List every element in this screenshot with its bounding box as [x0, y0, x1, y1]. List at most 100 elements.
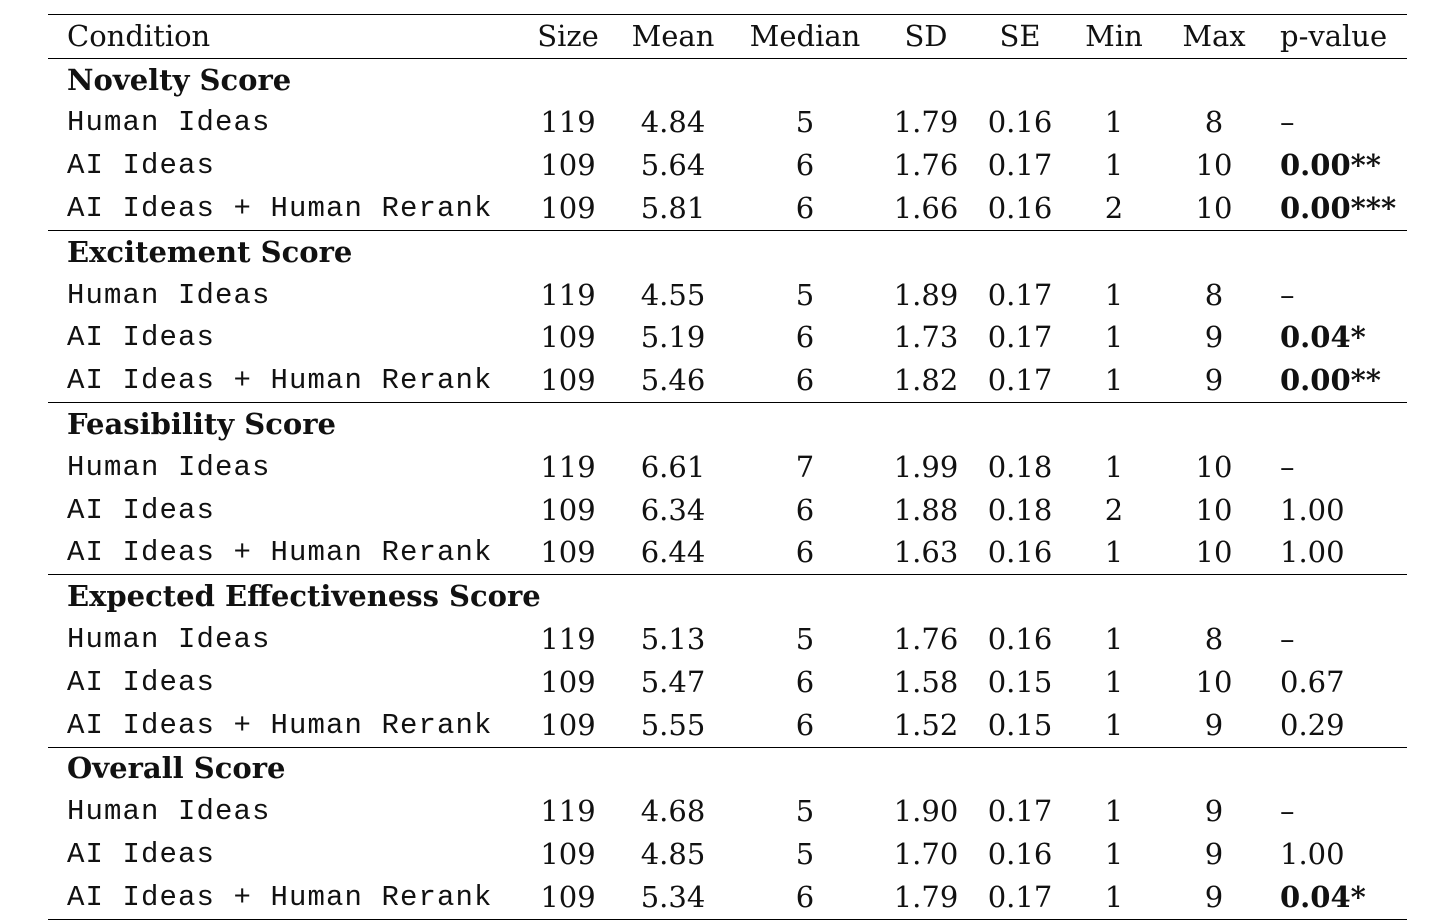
- max-cell: 9: [1204, 794, 1224, 829]
- median-cell: 6: [795, 879, 815, 914]
- section-header-row: Overall Score: [48, 747, 1407, 790]
- condition-cell: AI Ideas: [67, 321, 216, 355]
- results-table: Condition Size Mean Median SD SE Min Max…: [48, 14, 1407, 920]
- max-cell: 8: [1204, 277, 1224, 312]
- se-cell: 0.17: [987, 320, 1053, 355]
- table-row: AI Ideas 109 5.47 6 1.58 0.15 1 10 0.67: [48, 661, 1407, 704]
- condition-cell: AI Ideas + Human Rerank: [67, 192, 493, 226]
- mean-cell: 4.55: [640, 277, 706, 312]
- median-cell: 5: [795, 794, 815, 829]
- table-row: AI Ideas + Human Rerank 109 5.81 6 1.66 0.16 2…: [48, 187, 1407, 231]
- condition-cell: AI Ideas: [67, 838, 216, 872]
- header-row: Condition Size Mean Median SD SE Min Max…: [48, 14, 1407, 59]
- min-cell: 1: [1104, 535, 1124, 570]
- sd-cell: 1.88: [893, 492, 959, 527]
- median-cell: 6: [795, 535, 815, 570]
- mean-cell: 5.19: [640, 320, 706, 355]
- table-row: Human Ideas 119 4.55 5 1.89 0.17 1 8 –: [48, 274, 1407, 317]
- se-cell: 0.16: [987, 622, 1053, 657]
- section-title: Excitement Score: [67, 234, 353, 269]
- mean-cell: 4.68: [640, 794, 706, 829]
- size-cell: 109: [540, 837, 596, 872]
- table-row: Human Ideas 119 4.84 5 1.79 0.16 1 8 –: [48, 102, 1407, 145]
- table-row: Human Ideas 119 4.68 5 1.90 0.17 1 9 –: [48, 790, 1407, 833]
- header-mean: Mean: [631, 18, 715, 53]
- condition-cell: AI Ideas + Human Rerank: [67, 708, 493, 742]
- median-cell: 6: [795, 320, 815, 355]
- se-cell: 0.17: [987, 277, 1053, 312]
- min-cell: 1: [1104, 707, 1124, 742]
- max-cell: 9: [1204, 320, 1224, 355]
- mean-cell: 5.13: [640, 622, 706, 657]
- header-condition: Condition: [67, 18, 211, 53]
- condition-cell: Human Ideas: [67, 106, 271, 140]
- max-cell: 9: [1204, 879, 1224, 914]
- p-value-cell: –: [1280, 794, 1295, 829]
- table-row: AI Ideas 109 5.64 6 1.76 0.17 1 10 0.00**: [48, 144, 1407, 187]
- condition-cell: AI Ideas + Human Rerank: [67, 880, 493, 914]
- min-cell: 1: [1104, 105, 1124, 140]
- table-row: AI Ideas + Human Rerank 109 6.44 6 1.63 0.16 1…: [48, 532, 1407, 575]
- header-median: Median: [749, 18, 861, 53]
- header-sd: SD: [904, 18, 948, 53]
- p-value-cell: 0.00**: [1280, 363, 1381, 398]
- sd-cell: 1.79: [893, 879, 959, 914]
- size-cell: 109: [540, 707, 596, 742]
- section-header-row: Feasibility Score: [48, 403, 1407, 446]
- condition-cell: Human Ideas: [67, 623, 271, 657]
- size-cell: 109: [540, 191, 596, 226]
- se-cell: 0.16: [987, 837, 1053, 872]
- min-cell: 1: [1104, 837, 1124, 872]
- max-cell: 9: [1204, 707, 1224, 742]
- condition-cell: AI Ideas + Human Rerank: [67, 364, 493, 398]
- se-cell: 0.16: [987, 105, 1053, 140]
- p-value-cell: –: [1280, 277, 1295, 312]
- p-value-cell: 1.00: [1280, 535, 1345, 570]
- condition-cell: Human Ideas: [67, 450, 271, 484]
- p-value-cell: –: [1280, 622, 1295, 657]
- min-cell: 1: [1104, 148, 1124, 183]
- median-cell: 6: [795, 191, 815, 226]
- size-cell: 119: [540, 622, 596, 657]
- se-cell: 0.16: [987, 535, 1053, 570]
- p-value-cell: 0.04*: [1280, 879, 1366, 914]
- median-cell: 6: [795, 664, 815, 699]
- min-cell: 1: [1104, 449, 1124, 484]
- p-value-cell: 0.00***: [1280, 191, 1397, 226]
- min-cell: 1: [1104, 363, 1124, 398]
- median-cell: 5: [795, 277, 815, 312]
- mean-cell: 5.46: [640, 363, 706, 398]
- median-cell: 5: [795, 105, 815, 140]
- condition-cell: Human Ideas: [67, 278, 271, 312]
- mean-cell: 6.34: [640, 492, 706, 527]
- mean-cell: 5.47: [640, 664, 706, 699]
- median-cell: 7: [795, 449, 815, 484]
- p-value-cell: 1.00: [1280, 492, 1345, 527]
- size-cell: 109: [540, 492, 596, 527]
- size-cell: 119: [540, 449, 596, 484]
- condition-cell: AI Ideas: [67, 493, 216, 527]
- se-cell: 0.18: [987, 449, 1053, 484]
- header-max: Max: [1182, 18, 1246, 53]
- mean-cell: 5.81: [640, 191, 706, 226]
- sd-cell: 1.82: [893, 363, 959, 398]
- max-cell: 10: [1195, 664, 1233, 699]
- sd-cell: 1.52: [893, 707, 959, 742]
- se-cell: 0.17: [987, 148, 1053, 183]
- condition-cell: AI Ideas: [67, 149, 216, 183]
- p-value-cell: 0.00**: [1280, 148, 1381, 183]
- se-cell: 0.15: [987, 664, 1053, 699]
- min-cell: 1: [1104, 622, 1124, 657]
- size-cell: 109: [540, 320, 596, 355]
- condition-cell: Human Ideas: [67, 795, 271, 829]
- table-row: AI Ideas 109 5.19 6 1.73 0.17 1 9 0.04*: [48, 317, 1407, 360]
- mean-cell: 5.34: [640, 879, 706, 914]
- sd-cell: 1.99: [893, 449, 959, 484]
- p-value-cell: 0.04*: [1280, 320, 1366, 355]
- median-cell: 5: [795, 837, 815, 872]
- max-cell: 9: [1204, 363, 1224, 398]
- sd-cell: 1.66: [893, 191, 959, 226]
- sd-cell: 1.89: [893, 277, 959, 312]
- table-row: Human Ideas 119 6.61 7 1.99 0.18 1 10 –: [48, 446, 1407, 489]
- min-cell: 1: [1104, 794, 1124, 829]
